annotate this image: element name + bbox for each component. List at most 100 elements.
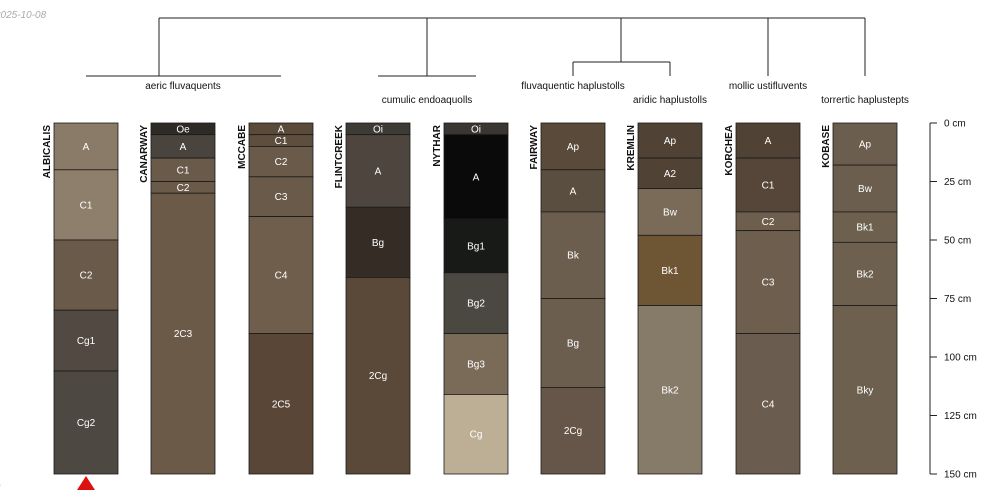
horizon-block <box>150 192 216 475</box>
horizon-block <box>345 277 411 475</box>
profile-name: NYTHAR <box>432 124 443 166</box>
horizon-label: A <box>570 186 577 197</box>
horizon-label: C2 <box>80 271 93 282</box>
horizon-label: C2 <box>275 157 288 168</box>
profile-name: FAIRWAY <box>529 125 540 170</box>
axis-tick-label: 50 cm <box>944 236 971 247</box>
marker-triangle-icon <box>77 476 95 490</box>
group-label: torrertic haplustepts <box>821 95 909 106</box>
profile-name: ALBICALIS <box>42 125 53 179</box>
axis-tick-label: 125 cm <box>944 411 977 422</box>
horizon-label: Ap <box>567 142 580 153</box>
horizon-block <box>53 122 119 171</box>
horizon-block <box>443 333 509 395</box>
horizon-label: Bg <box>372 238 384 249</box>
profile-name: KORCHEA <box>724 125 735 176</box>
horizon-label: Bw <box>858 184 873 195</box>
horizon-label: Ap <box>859 140 872 151</box>
date-stamp: 2025-10-08 <box>0 10 47 21</box>
horizon-block <box>735 157 801 213</box>
horizon-block <box>540 387 606 475</box>
soil-profile: Ap Bw Bk1 Bk2 Bky KOBASE <box>821 122 898 475</box>
horizon-label: Bk1 <box>661 266 679 277</box>
horizon-label: 2C5 <box>272 399 291 410</box>
horizon-block <box>443 272 509 335</box>
group-label: fluvaquentic haplustolls <box>521 81 624 92</box>
horizon-block <box>832 305 898 475</box>
horizon-block <box>345 134 411 208</box>
horizon-label: 2Cg <box>369 371 387 382</box>
horizon-block <box>735 333 801 475</box>
horizon-label: C1 <box>762 181 775 192</box>
group-label: cumulic endoaquolls <box>382 95 473 106</box>
horizon-label: Bk2 <box>661 385 679 396</box>
horizon-block <box>637 305 703 475</box>
horizon-label: C2 <box>762 217 775 228</box>
axis-tick-label: 150 cm <box>944 470 977 481</box>
horizon-label: A <box>83 142 90 153</box>
soil-profile: Oe A C1 C2 2C3 CANARWAY <box>139 122 216 475</box>
horizon-label: Bg1 <box>467 241 485 252</box>
axis-tick-label: 0 cm <box>944 119 966 130</box>
group-label: aeric fluvaquents <box>145 81 221 92</box>
horizon-block <box>637 188 703 236</box>
horizon-block <box>345 206 411 278</box>
soil-profile: Oi A Bg 2Cg FLINTCREEK <box>334 122 411 475</box>
horizon-block <box>832 122 898 166</box>
horizon-label: A <box>180 142 187 153</box>
profile-name: FLINTCREEK <box>334 124 345 188</box>
horizon-label: A <box>278 124 285 135</box>
horizon-label: 2C3 <box>174 329 193 340</box>
horizon-block <box>540 211 606 299</box>
dendrogram: aeric fluvaquents cumulic endoaquolls fluv… <box>86 17 909 106</box>
horizon-label: Bw <box>663 207 678 218</box>
horizon-block <box>735 230 801 334</box>
horizon-block <box>248 145 314 178</box>
horizon-label: C1 <box>275 136 288 147</box>
horizon-label: Ap <box>664 136 677 147</box>
horizon-label: C2 <box>177 183 190 194</box>
horizon-block <box>832 164 898 213</box>
horizon-label: A <box>473 172 480 183</box>
profile-name: CANARWAY <box>139 125 150 183</box>
horizon-block <box>637 122 703 159</box>
horizon-label: A <box>765 136 772 147</box>
horizon-label: C4 <box>762 399 775 410</box>
horizon-label: Cg1 <box>77 336 96 347</box>
horizon-label: A2 <box>664 169 677 180</box>
profile-name: KOBASE <box>821 125 832 168</box>
horizon-label: Cg <box>470 430 483 441</box>
horizon-block <box>443 394 509 475</box>
horizon-block <box>248 176 314 218</box>
horizon-block <box>540 169 606 213</box>
horizon-label: A <box>375 166 382 177</box>
horizon-label: C1 <box>177 165 190 176</box>
profile-name: MCCABE <box>237 125 248 169</box>
horizon-block <box>53 169 119 241</box>
axis-tick-label: 25 cm <box>944 177 971 188</box>
soil-profile: AC1 C2 C3 C4 2C5 MCCABE <box>237 122 314 475</box>
soil-profile: A C1 C2 Cg1 Cg2 ALBICALIS <box>42 122 119 475</box>
horizon-label: Bky <box>857 385 874 396</box>
horizon-block <box>540 122 606 171</box>
horizon-block <box>832 211 898 243</box>
horizon-label: Oi <box>471 124 481 135</box>
horizon-label: Bg3 <box>467 360 485 371</box>
horizon-label: C3 <box>762 278 775 289</box>
horizon-label: Bk <box>567 251 580 262</box>
horizon-label: Bg2 <box>467 299 485 310</box>
group-label: aridic haplustolls <box>633 95 707 106</box>
horizon-label: 2Cg <box>564 426 582 437</box>
profile-name: KREMLIN <box>626 125 637 171</box>
axis-tick-label: 100 cm <box>944 353 977 364</box>
soil-profile: A C1 C2 C3 C4 KORCHEA <box>724 122 801 475</box>
horizon-label: C4 <box>275 271 288 282</box>
horizon-label: Cg2 <box>77 418 96 429</box>
horizon-label: C3 <box>275 192 288 203</box>
horizon-label: C1 <box>80 200 93 211</box>
depth-axis: 0 cm 25 cm 50 cm 75 cm 100 cm 125 cm 150 cm <box>929 119 977 481</box>
horizon-block <box>540 298 606 388</box>
horizon-label: Bk2 <box>856 269 874 280</box>
horizon-block <box>637 157 703 189</box>
